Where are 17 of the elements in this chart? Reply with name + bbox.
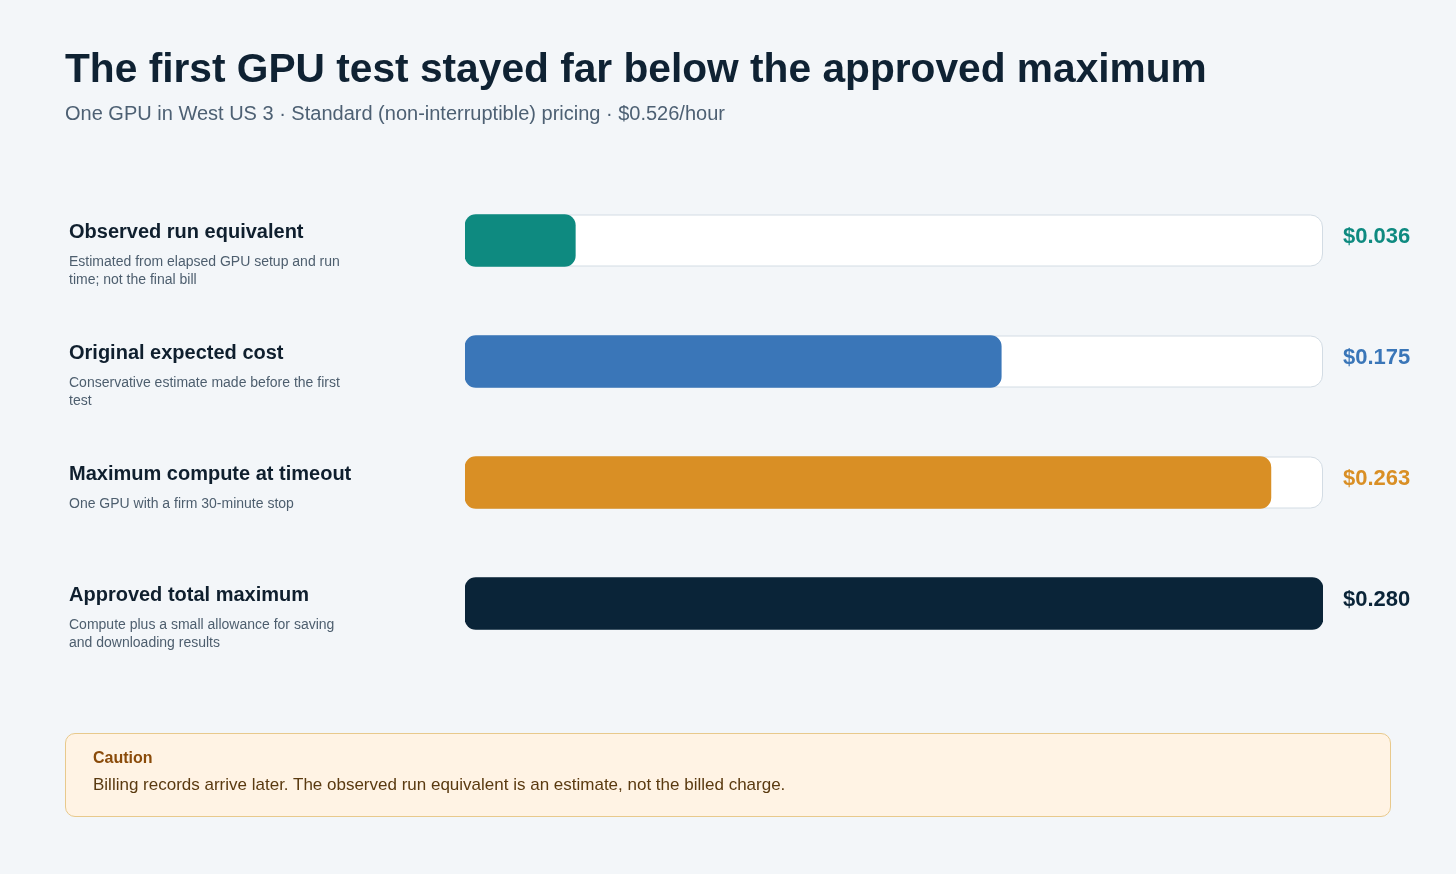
data-label: $0.175 <box>1343 343 1411 369</box>
text: Billing records arrive later. The observed run equivalent is an estimate, not the billed charge. <box>93 774 786 796</box>
text: Caution <box>93 748 153 768</box>
data-label: $0.263 <box>1343 464 1411 490</box>
data-label: $0.036 <box>1343 222 1411 248</box>
y-tick-label: Observed run equivalent <box>69 220 304 243</box>
text: Conservative estimate made before the first test <box>69 374 340 409</box>
text: Estimated from elapsed GPU setup and run time; not the final bill <box>69 253 340 288</box>
data-label: $0.280 <box>1343 585 1411 611</box>
text: Compute plus a small allowance for saving and downloading results <box>69 616 335 651</box>
chart-title: The first GPU test stayed far below the approved maximum <box>65 44 1207 92</box>
chart-subtitle: One GPU in West US 3 · Standard (non-interruptible) pricing · $0.526/hour <box>65 101 725 125</box>
text: One GPU with a firm 30-minute stop <box>69 495 295 512</box>
y-tick-label: Original expected cost <box>69 341 284 364</box>
bar <box>465 214 576 267</box>
y-tick-label: Approved total maximum <box>69 583 310 606</box>
y-tick-label: Maximum compute at timeout <box>69 462 352 485</box>
